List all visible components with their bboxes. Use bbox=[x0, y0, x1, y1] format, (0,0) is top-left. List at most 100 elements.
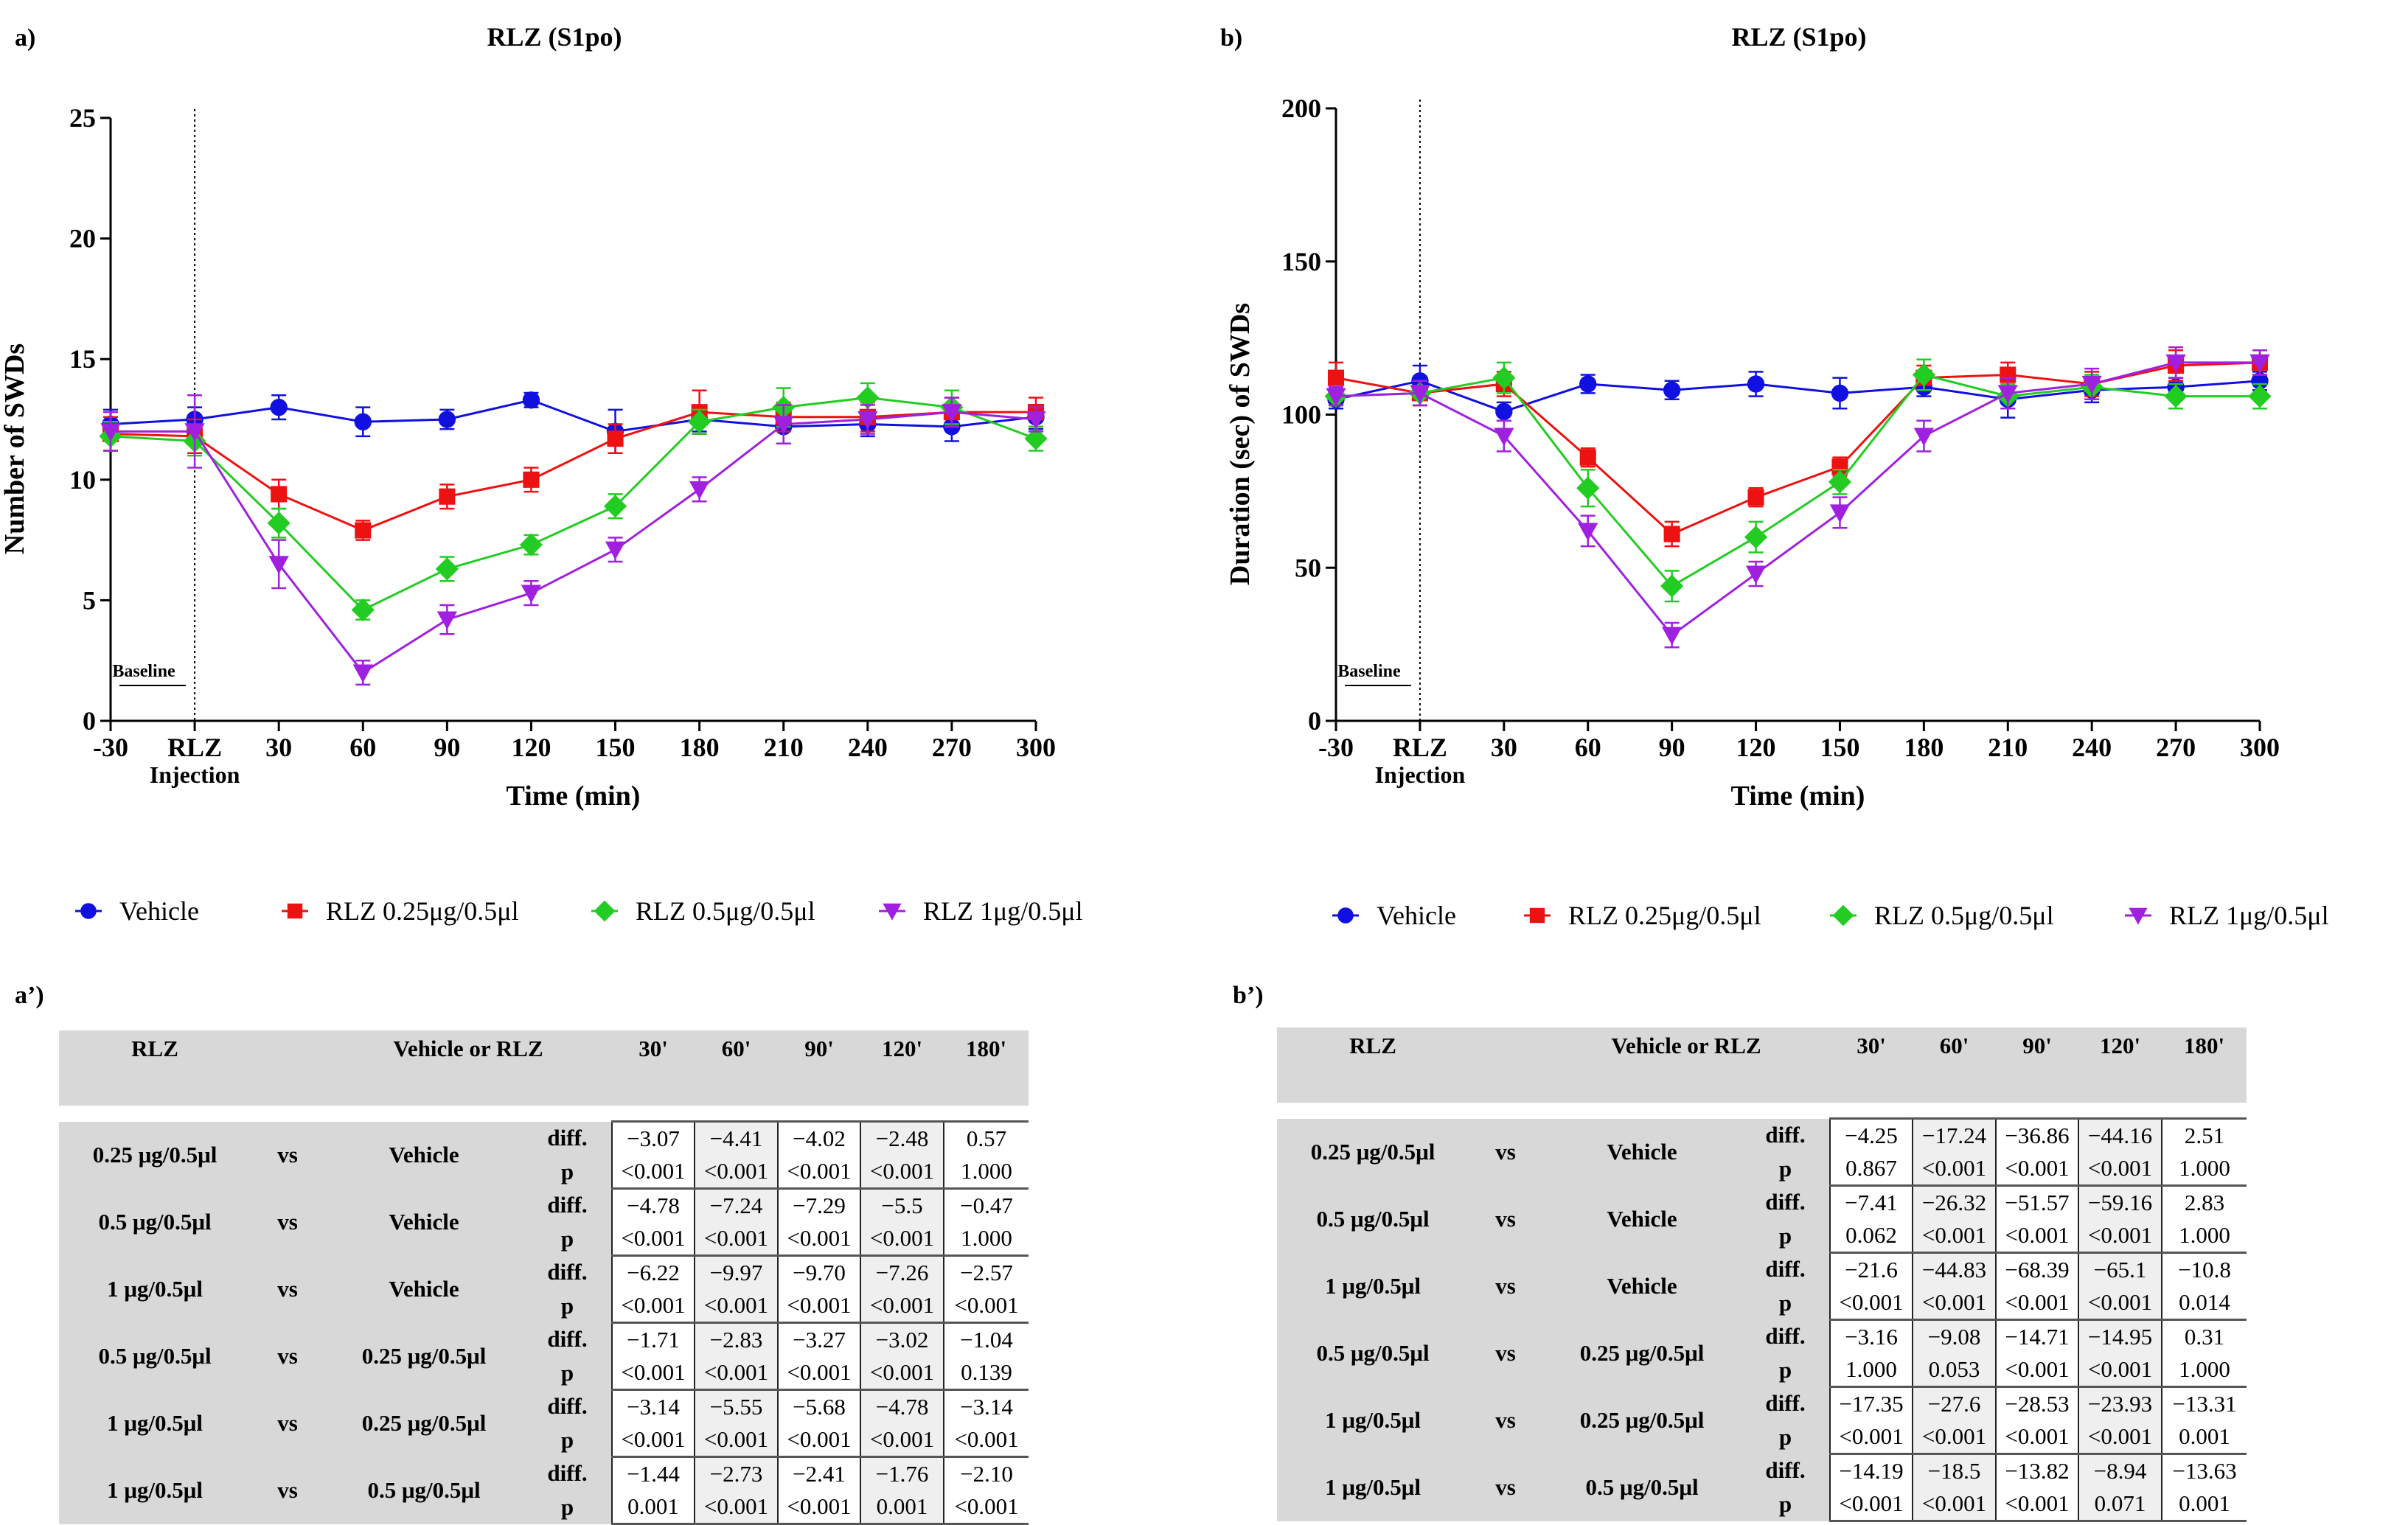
table-row: 1 μg/0.5μl vs 0.25 μg/0.5μl diff. −17.35 −27.… bbox=[1277, 1386, 2247, 1454]
chart-b-series-3-point bbox=[1660, 574, 1684, 598]
table-row: 0.5 μg/0.5μl vs 0.25 μg/0.5μl diff. −1.71 −2.… bbox=[59, 1322, 1029, 1390]
chart-b-series-4-point bbox=[1913, 428, 1935, 447]
p-value-cell: <0.001 bbox=[1995, 1152, 2079, 1187]
p-value-cell: <0.001 bbox=[2078, 1286, 2162, 1321]
chart-b-y-tick-label: 100 bbox=[1281, 400, 1321, 430]
diff-value-cell: −14.19 bbox=[1829, 1453, 1913, 1487]
row-vs-label: vs bbox=[1469, 1454, 1542, 1521]
p-value-cell: <0.001 bbox=[777, 1356, 861, 1391]
header-cell-time: 120' bbox=[860, 1030, 944, 1106]
chart-a-legend-marker bbox=[287, 903, 303, 919]
chart-a-x-tick-label: 300 bbox=[1016, 733, 1056, 762]
table-row: 0.25 μg/0.5μl vs Vehicle diff. −4.25 −17.24 −3… bbox=[1277, 1117, 2247, 1186]
chart-b-series-1-point bbox=[1663, 381, 1681, 399]
p-value-cell: <0.001 bbox=[777, 1289, 861, 1324]
chart-b-x-tick-label: 300 bbox=[2240, 733, 2280, 762]
header-cell-time: 120' bbox=[2078, 1027, 2162, 1103]
diff-value-cell: −6.22 bbox=[611, 1254, 695, 1289]
diff-value-cell: −68.39 bbox=[1995, 1252, 2079, 1286]
diff-value-cell: −17.24 bbox=[1912, 1117, 1997, 1152]
chart-a-legend-marker bbox=[594, 900, 616, 922]
chart-b-series-3-point bbox=[1912, 363, 1935, 387]
diff-value-cell: −44.16 bbox=[2078, 1117, 2162, 1152]
row-comparison-label: Vehicle bbox=[1542, 1252, 1741, 1320]
row-comparison-label: Vehicle bbox=[324, 1188, 523, 1256]
row-diff-label: diff. bbox=[523, 1255, 613, 1289]
table-header-row: RLZ Vehicle or RLZ 30' 60' 90' 120' 180' bbox=[1277, 1027, 2247, 1103]
row-diff-label: diff. bbox=[1741, 1454, 1831, 1487]
row-p-label: p bbox=[523, 1222, 613, 1256]
chart-b-x-tick-label: 150 bbox=[1820, 733, 1859, 762]
table-row: 1 μg/0.5μl vs 0.5 μg/0.5μl diff. −1.44 −2.73−… bbox=[59, 1456, 1029, 1524]
chart-a-legend-label: RLZ 0.5μg/0.5μl bbox=[636, 896, 815, 926]
chart-b-x-tick-label: 60 bbox=[1575, 733, 1601, 762]
diff-value-cell: −3.27 bbox=[777, 1322, 861, 1356]
row-p-label: p bbox=[1741, 1286, 1831, 1320]
row-p-label: p bbox=[1741, 1219, 1831, 1253]
p-value-cell: <0.001 bbox=[860, 1423, 944, 1458]
row-diff-label: diff. bbox=[1741, 1386, 1831, 1420]
header-cell-time: 60' bbox=[1913, 1027, 1997, 1103]
p-value-cell: 1.000 bbox=[2161, 1219, 2247, 1254]
header-cell-time: 60' bbox=[695, 1030, 779, 1106]
chart-a-series-1-point bbox=[438, 411, 456, 428]
row-comparison-label: Vehicle bbox=[324, 1255, 523, 1323]
row-diff-label: diff. bbox=[523, 1322, 613, 1356]
chart-b-x-tick-label: 90 bbox=[1659, 733, 1685, 762]
table-spacer-row bbox=[1277, 1103, 2247, 1119]
chart-a-series-2-point bbox=[607, 430, 624, 447]
header-cell-time: 30' bbox=[1830, 1027, 1913, 1103]
table-row: 0.25 μg/0.5μl vs Vehicle diff. −3.07 −4.41 −4.… bbox=[59, 1120, 1029, 1189]
chart-a-y-tick-label: 15 bbox=[69, 344, 96, 374]
chart-b-y-tick-label: 50 bbox=[1295, 553, 1321, 582]
chart-b-title: RLZ (S1po) bbox=[1731, 22, 1866, 52]
chart-b-series-3-point bbox=[2164, 384, 2188, 408]
chart-a-series-4-point bbox=[689, 481, 710, 500]
p-value-cell: 0.001 bbox=[2161, 1487, 2247, 1522]
chart-a-panel-label: a) bbox=[15, 24, 35, 52]
p-value-cell: <0.001 bbox=[860, 1155, 944, 1190]
row-comparison-label: Vehicle bbox=[1542, 1185, 1741, 1253]
row-diff-label: diff. bbox=[1741, 1118, 1831, 1152]
diff-value-cell: −7.24 bbox=[694, 1187, 779, 1222]
chart-a-series-4-point bbox=[1026, 411, 1046, 430]
row-diff-label: diff. bbox=[1741, 1185, 1831, 1219]
chart-b-legend-label: RLZ 1μg/0.5μl bbox=[2169, 901, 2329, 930]
table-row: p <0.001 <0.001 <0.001 <0.001 <0.001 bbox=[59, 1423, 1029, 1458]
row-comparison-label: Vehicle bbox=[1542, 1118, 1741, 1186]
chart-a-series-3-point bbox=[1024, 427, 1048, 450]
table-row: 1 μg/0.5μl vs 0.5 μg/0.5μl diff. −14.19 −18.5… bbox=[1277, 1453, 2247, 1521]
table-row: p 1.000 0.053 <0.001 <0.001 1.000 bbox=[1277, 1353, 2247, 1388]
chart-a-x-tick-label: RLZ bbox=[167, 733, 222, 762]
chart-a-series-4-point bbox=[100, 423, 121, 442]
chart-b-y-axis-label: Duration (sec) of SWDs bbox=[1225, 303, 1256, 585]
row-p-label: p bbox=[523, 1289, 613, 1323]
chart-b-series-4-point bbox=[1829, 504, 1851, 523]
p-value-cell: 0.062 bbox=[1829, 1219, 1913, 1254]
row-comparison-label: 0.5 μg/0.5μl bbox=[1542, 1454, 1741, 1521]
chart-a-series-4-point bbox=[605, 541, 626, 560]
chart-a-x-tick-label: 120 bbox=[511, 733, 551, 762]
chart-b-legend-marker bbox=[1832, 904, 1854, 926]
diff-value-cell: −17.35 bbox=[1829, 1386, 1913, 1420]
p-value-cell: 0.139 bbox=[943, 1356, 1029, 1391]
chart-b-baseline-label: Baseline bbox=[1337, 662, 1401, 681]
row-vs-label: vs bbox=[251, 1389, 324, 1457]
diff-value-cell: −4.78 bbox=[860, 1389, 944, 1423]
chart-b-x-tick-label: 120 bbox=[1736, 733, 1776, 762]
p-value-cell: 1.000 bbox=[2161, 1152, 2247, 1187]
p-value-cell: <0.001 bbox=[1995, 1420, 2079, 1455]
diff-value-cell: −27.6 bbox=[1912, 1386, 1997, 1420]
chart-a-series-4-line bbox=[111, 411, 1037, 674]
chart-a-series-3-point bbox=[603, 495, 627, 518]
diff-value-cell: −3.14 bbox=[943, 1389, 1029, 1423]
chart-b-series-4-point bbox=[1661, 627, 1683, 646]
header-cell-comparison: Vehicle or RLZ bbox=[324, 1030, 613, 1106]
chart-b-series-2-point bbox=[1327, 369, 1345, 386]
chart-a-legend-marker bbox=[80, 903, 97, 919]
chart-b-x-tick-label: 180 bbox=[1904, 733, 1944, 762]
diff-value-cell: −23.93 bbox=[2078, 1386, 2162, 1420]
diff-value-cell: 2.51 bbox=[2161, 1117, 2247, 1152]
chart-a-series-2-point bbox=[355, 522, 372, 539]
